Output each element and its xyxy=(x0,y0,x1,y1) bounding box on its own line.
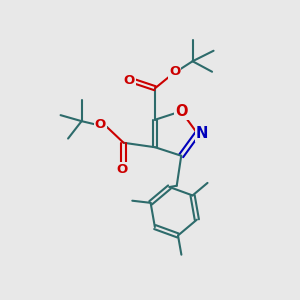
Text: O: O xyxy=(169,64,180,78)
Text: O: O xyxy=(175,104,188,119)
Text: N: N xyxy=(196,126,208,141)
Text: O: O xyxy=(116,163,128,176)
Text: O: O xyxy=(123,74,135,87)
Text: O: O xyxy=(95,118,106,131)
